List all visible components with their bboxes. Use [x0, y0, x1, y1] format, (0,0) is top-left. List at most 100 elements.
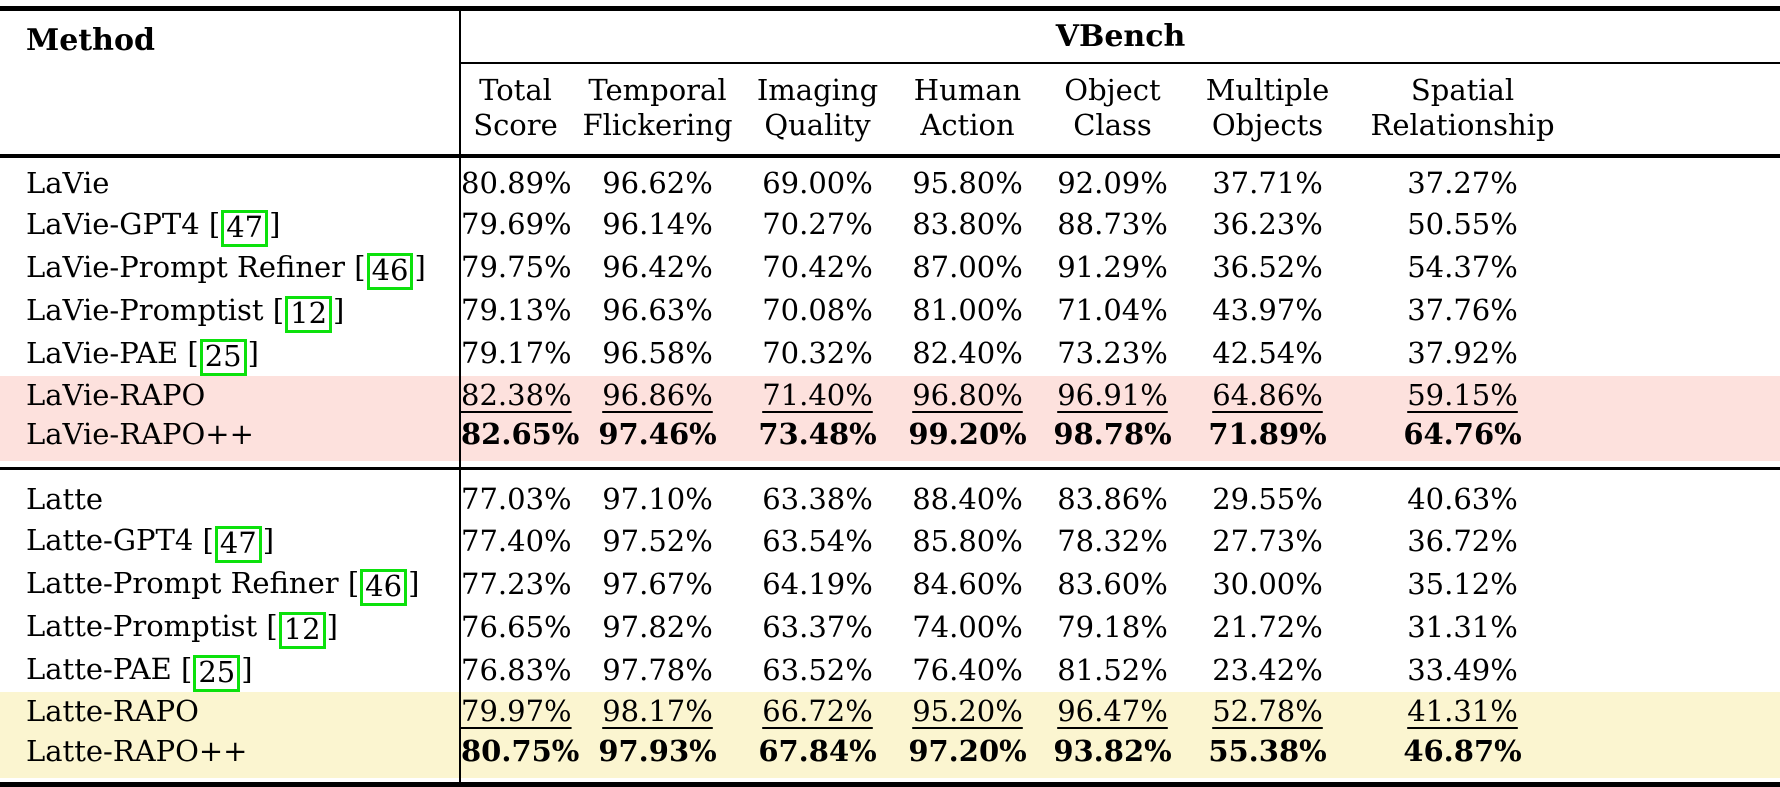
- citation-link[interactable]: 12: [285, 295, 333, 333]
- score-cell: 79.17%: [459, 332, 572, 376]
- table-row: LaVie-Promptist [12] 79.13% 96.63% 70.08% 81…: [0, 289, 1780, 333]
- score-cell: 79.69%: [459, 203, 572, 247]
- score-cell: 71.89%: [1180, 415, 1355, 461]
- score-cell: 71.40%: [745, 376, 890, 416]
- score-value: 33.49%: [1407, 652, 1518, 687]
- score-value: 76.65%: [461, 609, 572, 644]
- score-cell: 97.93%: [570, 732, 745, 778]
- score-cell: 63.54%: [745, 520, 890, 563]
- score-cell: 96.91%: [1045, 376, 1180, 416]
- score-value: 35.12%: [1407, 566, 1518, 601]
- score-cell: 67.84%: [745, 732, 890, 778]
- score-cell: 83.60%: [1045, 563, 1180, 606]
- score-value: 97.52%: [602, 523, 713, 558]
- score-value: 52.78%: [1212, 694, 1323, 729]
- score-cell: 64.86%: [1180, 376, 1355, 416]
- score-cell: 37.71%: [1180, 156, 1355, 204]
- citation-link[interactable]: 46: [360, 569, 408, 607]
- score-cell: 33.49%: [1355, 649, 1780, 692]
- score-value: 79.13%: [461, 293, 572, 328]
- score-value: 96.91%: [1057, 377, 1168, 412]
- citation-link[interactable]: 46: [366, 252, 414, 290]
- citation-link[interactable]: 25: [193, 655, 241, 693]
- score-value: 64.19%: [762, 566, 873, 601]
- score-value: 96.63%: [602, 293, 713, 328]
- score-cell: 36.52%: [1180, 247, 1355, 290]
- score-cell: 85.80%: [890, 520, 1045, 563]
- score-cell: 64.19%: [745, 563, 890, 606]
- citation-link[interactable]: 47: [221, 209, 269, 247]
- method-cell: LaVie-RAPO: [26, 377, 206, 412]
- score-cell: 98.78%: [1045, 415, 1180, 461]
- score-cell: 76.65%: [459, 606, 572, 650]
- score-value: 77.03%: [461, 482, 572, 517]
- column-header-object-class: Object Class: [1045, 63, 1180, 158]
- column-header-total-score: Total Score: [459, 63, 570, 158]
- score-cell: 96.80%: [890, 376, 1045, 416]
- score-value: 81.00%: [912, 293, 1023, 328]
- score-value: 30.00%: [1212, 566, 1323, 601]
- score-value: 23.42%: [1212, 652, 1323, 687]
- score-cell: 63.38%: [745, 470, 890, 520]
- table-row: Latte-GPT4 [47] 77.40% 97.52% 63.54% 85.80% 7…: [0, 520, 1780, 564]
- table-bottom: [0, 778, 1780, 785]
- score-cell: 91.29%: [1045, 247, 1180, 290]
- score-value: 27.73%: [1212, 523, 1323, 558]
- score-cell: 54.37%: [1355, 247, 1780, 290]
- score-value: 97.93%: [598, 734, 717, 769]
- citation-link[interactable]: 12: [278, 612, 326, 650]
- score-value: 88.73%: [1057, 207, 1168, 242]
- score-cell: 36.72%: [1355, 520, 1780, 563]
- score-value: 50.55%: [1407, 207, 1518, 242]
- score-cell: 43.97%: [1180, 290, 1355, 333]
- score-cell: 96.62%: [570, 156, 745, 204]
- score-cell: 52.78%: [1180, 692, 1355, 732]
- score-cell: 63.37%: [745, 606, 890, 649]
- score-value: 76.40%: [912, 652, 1023, 687]
- score-cell: 87.00%: [890, 247, 1045, 290]
- score-value: 96.86%: [602, 377, 713, 412]
- score-value: 64.76%: [1403, 417, 1522, 452]
- score-value: 79.75%: [461, 250, 572, 285]
- score-cell: 97.46%: [570, 415, 745, 461]
- score-value: 42.54%: [1212, 336, 1323, 371]
- score-value: 70.42%: [762, 250, 873, 285]
- table-header: Method VBench Total Score Temporal Flicker…: [0, 8, 1780, 158]
- score-value: 96.62%: [602, 165, 713, 200]
- score-value: 67.84%: [758, 734, 877, 769]
- score-value: 79.97%: [461, 694, 572, 729]
- score-value: 79.69%: [461, 207, 572, 242]
- score-value: 37.27%: [1407, 165, 1518, 200]
- method-cell: LaVie-Promptist [12]: [0, 290, 460, 333]
- score-cell: 97.67%: [570, 563, 745, 606]
- score-cell: 96.14%: [570, 204, 745, 247]
- table-row: Latte 77.03% 97.10% 63.38% 88.40% 83.86% 29.55…: [0, 470, 1780, 521]
- score-cell: 66.72%: [745, 692, 890, 732]
- score-cell: 96.42%: [570, 247, 745, 290]
- score-value: 36.23%: [1212, 207, 1323, 242]
- citation-link[interactable]: 25: [199, 338, 247, 376]
- score-value: 64.86%: [1212, 377, 1323, 412]
- score-cell: 97.78%: [570, 649, 745, 692]
- score-value: 98.78%: [1053, 417, 1172, 452]
- column-header-multiple-objects: Multiple Objects: [1180, 63, 1355, 158]
- score-value: 63.54%: [762, 523, 873, 558]
- score-value: 63.38%: [762, 482, 873, 517]
- score-cell: 82.65%: [459, 415, 579, 462]
- score-cell: 96.58%: [570, 333, 745, 376]
- score-cell: 73.48%: [745, 415, 890, 461]
- citation-link[interactable]: 47: [214, 526, 262, 564]
- score-cell: 70.27%: [745, 204, 890, 247]
- score-cell: 21.72%: [1180, 606, 1355, 649]
- score-cell: 84.60%: [890, 563, 1045, 606]
- score-value: 21.72%: [1212, 609, 1323, 644]
- score-value: 97.20%: [908, 734, 1027, 769]
- score-cell: 77.03%: [459, 470, 572, 521]
- separator-gap-top: [0, 461, 1780, 468]
- score-value: 43.97%: [1212, 293, 1323, 328]
- score-cell: 37.27%: [1355, 156, 1780, 204]
- score-cell: 92.09%: [1045, 156, 1180, 204]
- score-value: 96.80%: [912, 377, 1023, 412]
- score-value: 40.63%: [1407, 482, 1518, 517]
- score-cell: 50.55%: [1355, 204, 1780, 247]
